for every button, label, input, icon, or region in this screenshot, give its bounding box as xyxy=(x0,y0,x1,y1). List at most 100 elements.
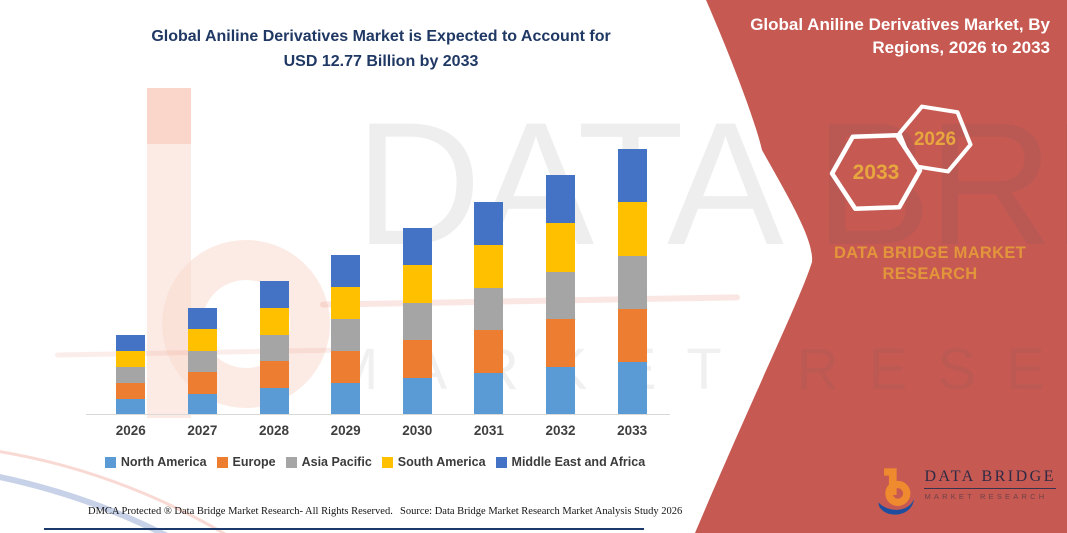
sidebar-hexagons: 2026 2033 xyxy=(829,104,973,211)
bar-segment-middle-east-and-africa-2030 xyxy=(402,227,432,266)
chart-title: Global Aniline Derivatives Market is Exp… xyxy=(85,24,677,74)
bar-segment-middle-east-and-africa-2028 xyxy=(259,280,289,308)
bar-segment-south-america-2032 xyxy=(546,223,576,272)
bar-segment-asia-pacific-2030 xyxy=(402,302,432,341)
databridge-logo: DATA BRIDGE MARKET RESEARCH xyxy=(876,460,1056,522)
bar-group-2030 xyxy=(382,227,454,415)
bar-segment-asia-pacific-2031 xyxy=(474,287,504,331)
bar-segment-north-america-2033 xyxy=(617,361,647,415)
legend-label-south-america: South America xyxy=(397,455,486,469)
legend-label-asia-pacific: Asia Pacific xyxy=(301,455,372,469)
bar-segment-europe-2033 xyxy=(617,308,647,362)
bar-segment-europe-2026 xyxy=(116,382,146,399)
bar-segment-south-america-2029 xyxy=(331,287,361,320)
watermark-logo-flag xyxy=(147,88,191,144)
x-axis-label-2026: 2026 xyxy=(115,423,146,438)
bar-segment-europe-2032 xyxy=(546,319,576,368)
bar-segment-north-america-2028 xyxy=(259,388,289,415)
legend-swatch-north-america xyxy=(104,456,116,468)
x-axis-label-2028: 2028 xyxy=(259,423,290,438)
bottom-border-line xyxy=(44,528,644,530)
hexagon-2033 xyxy=(829,133,923,211)
bar-group-2032 xyxy=(525,175,597,415)
bar-segment-middle-east-and-africa-2027 xyxy=(187,307,217,330)
chart-title-line2: USD 12.77 Billion by 2033 xyxy=(283,53,479,70)
bar-2027 xyxy=(187,307,217,415)
legend-item-europe: Europe xyxy=(216,455,276,469)
sidebar-brand-caption-line2: RESEARCH xyxy=(882,265,978,283)
hexagon-2026-label: 2026 xyxy=(914,129,956,150)
bar-group-2027 xyxy=(167,307,239,415)
bar-group-2026 xyxy=(95,334,167,415)
bar-segment-europe-2031 xyxy=(474,330,504,373)
legend-swatch-middle-east-and-africa xyxy=(495,456,507,468)
bar-segment-north-america-2027 xyxy=(187,393,217,415)
bar-segment-europe-2030 xyxy=(402,340,432,378)
bar-segment-north-america-2031 xyxy=(474,372,504,415)
bar-segment-middle-east-and-africa-2033 xyxy=(617,149,647,203)
sidebar-heading-line1: Global Aniline Derivatives Market, By xyxy=(750,15,1050,34)
legend-swatch-europe xyxy=(216,456,228,468)
x-axis-line xyxy=(86,414,670,415)
databridge-wordmark: DATA BRIDGE xyxy=(924,468,1056,489)
hexagon-2033-label: 2033 xyxy=(853,161,900,184)
chart-legend: North America Europe Asia Pacific South Ame… xyxy=(78,455,672,469)
bar-segment-asia-pacific-2028 xyxy=(259,334,289,362)
bar-group-2033 xyxy=(596,149,668,415)
databridge-logo-text: DATA BRIDGE MARKET RESEARCH xyxy=(924,468,1056,501)
bar-segment-south-america-2031 xyxy=(474,245,504,288)
bar-2031 xyxy=(474,202,504,415)
bar-segment-europe-2029 xyxy=(331,350,361,383)
x-axis-label-2032: 2032 xyxy=(545,423,576,438)
bar-2033 xyxy=(617,149,647,415)
x-axis-label-2033: 2033 xyxy=(617,423,648,438)
footer-dmca-text: DMCA Protected ® Data Bridge Market Rese… xyxy=(88,506,393,517)
footer-source-text: Source: Data Bridge Market Research Mark… xyxy=(400,506,683,517)
bar-segment-asia-pacific-2027 xyxy=(187,350,217,373)
legend-label-middle-east-and-africa: Middle East and Africa xyxy=(511,455,646,469)
bar-group-2031 xyxy=(453,202,525,415)
bar-segment-asia-pacific-2032 xyxy=(546,271,576,320)
x-axis-label-2031: 2031 xyxy=(473,423,504,438)
bar-segment-south-america-2026 xyxy=(116,350,146,367)
legend-item-middle-east-and-africa: Middle East and Africa xyxy=(495,455,646,469)
stacked-bar-chart xyxy=(95,149,668,415)
legend-item-north-america: North America xyxy=(104,455,207,469)
bar-segment-middle-east-and-africa-2031 xyxy=(474,202,504,246)
bar-segment-south-america-2027 xyxy=(187,329,217,351)
bar-group-2028 xyxy=(238,280,310,415)
bar-segment-asia-pacific-2029 xyxy=(331,319,361,351)
x-axis-label-2027: 2027 xyxy=(187,423,218,438)
bar-segment-south-america-2030 xyxy=(402,265,432,303)
bar-segment-asia-pacific-2026 xyxy=(116,366,146,383)
bar-2032 xyxy=(546,175,576,415)
x-axis-labels: 2026 2027 2028 2029 2030 2031 2032 2033 xyxy=(95,423,668,438)
databridge-subtext: MARKET RESEARCH xyxy=(924,492,1048,501)
legend-item-asia-pacific: Asia Pacific xyxy=(285,455,372,469)
legend-swatch-asia-pacific xyxy=(285,456,297,468)
databridge-logo-icon xyxy=(878,468,915,515)
x-axis-label-2030: 2030 xyxy=(402,423,433,438)
sidebar-brand-caption: DATA BRIDGE MARKET RESEARCH xyxy=(822,243,1038,285)
bar-segment-north-america-2032 xyxy=(546,367,576,415)
bar-segment-south-america-2033 xyxy=(617,202,647,256)
bar-segment-middle-east-and-africa-2029 xyxy=(331,255,361,288)
bar-segment-south-america-2028 xyxy=(259,307,289,335)
bar-segment-asia-pacific-2033 xyxy=(617,255,647,309)
sidebar-heading-line2: Regions, 2026 to 2033 xyxy=(872,38,1050,57)
bar-2026 xyxy=(116,334,146,415)
bar-segment-north-america-2030 xyxy=(402,377,432,415)
legend-label-north-america: North America xyxy=(120,455,207,469)
bar-segment-north-america-2026 xyxy=(116,398,146,415)
bar-group-2029 xyxy=(310,255,382,415)
bar-segment-north-america-2029 xyxy=(331,382,361,415)
bar-segment-middle-east-and-africa-2032 xyxy=(546,175,576,224)
legend-item-south-america: South America xyxy=(381,455,486,469)
legend-swatch-south-america xyxy=(381,456,393,468)
sidebar-brand-caption-line1: DATA BRIDGE MARKET xyxy=(833,244,1027,262)
legend-label-europe: Europe xyxy=(232,455,276,469)
x-axis-label-2029: 2029 xyxy=(330,423,361,438)
bar-2028 xyxy=(259,280,289,415)
